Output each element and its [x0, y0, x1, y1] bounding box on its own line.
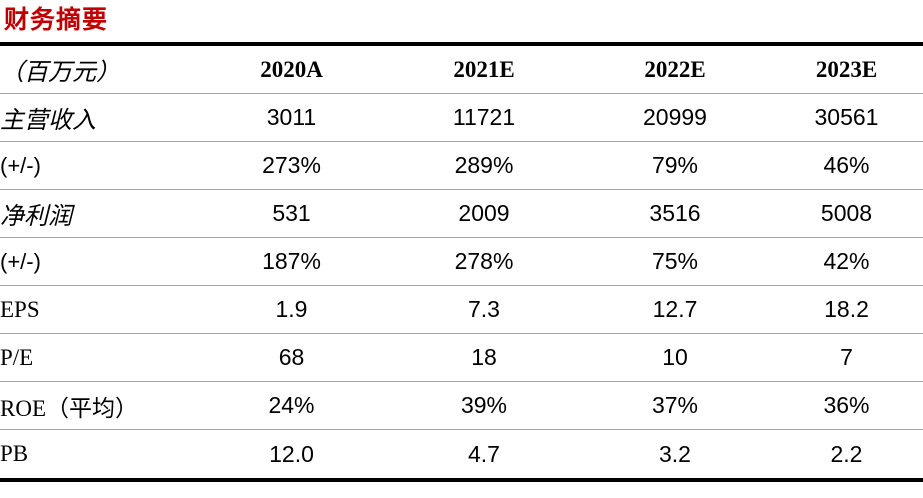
cell-value: 1.9	[195, 285, 388, 334]
section-title: 财务摘要	[4, 6, 109, 34]
cell-value: 39%	[388, 381, 580, 430]
col-header-2023E: 2023E	[770, 44, 923, 94]
cell-value: 3516	[580, 189, 770, 238]
cell-value: 2009	[388, 189, 580, 238]
cell-value: 42%	[770, 237, 923, 286]
cell-value: 11721	[388, 93, 580, 142]
cell-value: 2.2	[830, 440, 863, 467]
cell-value: 12.0	[269, 440, 314, 467]
cell-value: 30561	[770, 93, 923, 142]
cell-value: 46%	[770, 141, 923, 190]
table-row: ROE（平均） 24% 39% 37% 36%	[0, 381, 923, 430]
row-label-pe: P/E	[0, 333, 195, 382]
cell-value: 79%	[580, 141, 770, 190]
cell-value: 75%	[580, 237, 770, 286]
row-label-net-profit: 净利润	[0, 189, 195, 238]
cell-value: 7	[770, 333, 923, 382]
row-label-roe: ROE（平均）	[0, 381, 195, 430]
cell-value: 187%	[195, 237, 388, 286]
cell-value: 10	[580, 333, 770, 382]
cell-value: 273%	[195, 141, 388, 190]
table-row: PB 12.0 4.7 3.2 2.2	[0, 430, 923, 481]
cell-value: 3011	[195, 93, 388, 142]
row-label-net-profit-growth: (+/-)	[0, 237, 195, 286]
row-label-eps: EPS	[0, 285, 195, 334]
table-row: P/E 68 18 10 7	[0, 333, 923, 382]
cell-value: 289%	[388, 141, 580, 190]
row-label-revenue: 主营收入	[0, 93, 195, 142]
cell-value: 24%	[195, 381, 388, 430]
cell-value: 68	[195, 333, 388, 382]
table-row: (+/-) 273% 289% 79% 46%	[0, 141, 923, 190]
cell-value: 18.2	[770, 285, 923, 334]
cell-value: 12.7	[580, 285, 770, 334]
col-header-2022E: 2022E	[580, 44, 770, 94]
table-row: (+/-) 187% 278% 75% 42%	[0, 237, 923, 286]
row-label-pb: PB	[0, 441, 29, 466]
table-row: EPS 1.9 7.3 12.7 18.2	[0, 285, 923, 334]
cell-value: 3.2	[659, 440, 691, 467]
header-row: （百万元） 2020A 2021E 2022E 2023E	[0, 44, 923, 94]
row-label-revenue-growth: (+/-)	[0, 141, 195, 190]
cell-value: 5008	[770, 189, 923, 238]
col-header-unit: （百万元）	[0, 44, 195, 94]
table-row: 主营收入 3011 11721 20999 30561	[0, 93, 923, 142]
cell-value: 20999	[580, 93, 770, 142]
col-header-2021E: 2021E	[388, 44, 580, 94]
cell-value: 18	[388, 333, 580, 382]
financial-summary-table: （百万元） 2020A 2021E 2022E 2023E 主营收入 3011 …	[0, 42, 923, 482]
cell-value: 4.7	[468, 440, 500, 467]
table-row: 净利润 531 2009 3516 5008	[0, 189, 923, 238]
cell-value: 531	[195, 189, 388, 238]
col-header-2020A: 2020A	[195, 44, 388, 94]
cell-value: 278%	[388, 237, 580, 286]
cell-value: 36%	[770, 381, 923, 430]
cell-value: 7.3	[388, 285, 580, 334]
cell-value: 37%	[580, 381, 770, 430]
